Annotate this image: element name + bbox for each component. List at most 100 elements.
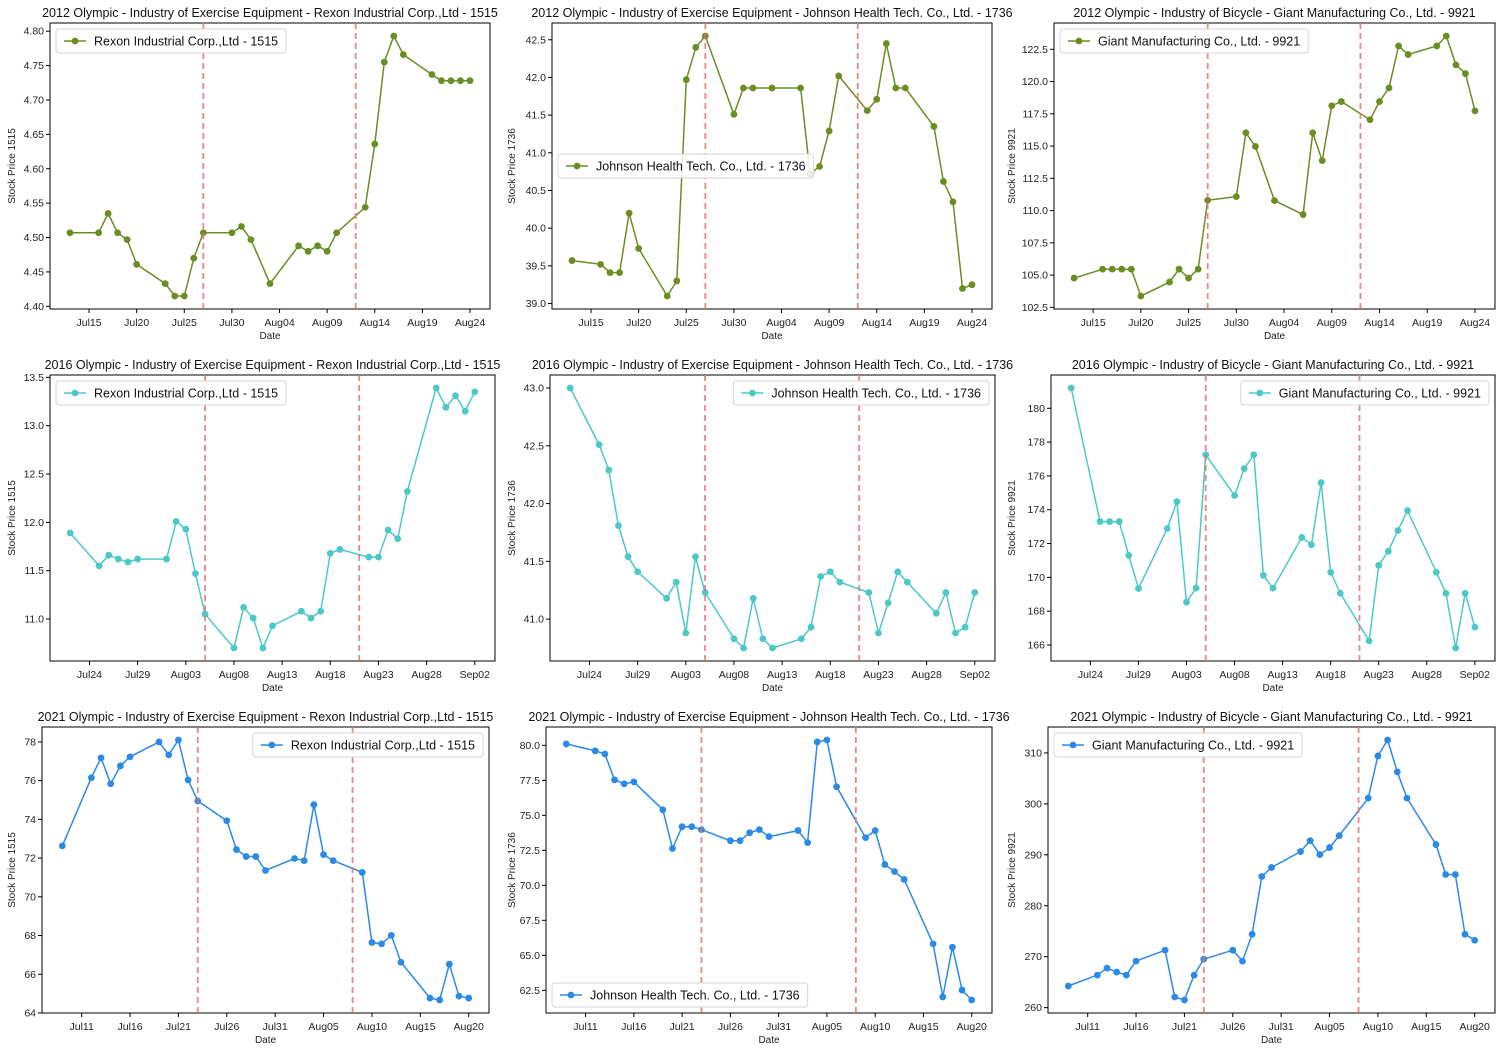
data-point: [958, 986, 966, 994]
data-point: [1093, 971, 1101, 979]
y-tick-label: 13.5: [24, 372, 45, 384]
data-point: [155, 738, 163, 746]
x-tick-label: Aug20: [957, 1021, 988, 1033]
y-tick-label: 4.80: [24, 26, 45, 38]
y-tick-label: 65.0: [520, 950, 541, 962]
data-point: [445, 960, 453, 968]
data-point: [165, 751, 173, 759]
data-point: [688, 823, 696, 831]
x-axis-label: Date: [259, 331, 281, 342]
data-point: [1113, 968, 1121, 976]
data-point: [1096, 518, 1104, 525]
x-tick-label: Jul25: [674, 317, 699, 329]
data-point: [826, 568, 834, 576]
x-tick-label: Aug24: [1460, 317, 1491, 329]
x-tick-label: Jul31: [766, 1021, 791, 1033]
data-point: [882, 40, 890, 47]
x-axis-label: Date: [758, 1035, 780, 1046]
legend-marker-swatch: [268, 741, 276, 749]
data-point: [1067, 384, 1075, 392]
legend-marker-swatch: [748, 389, 756, 397]
data-point: [365, 553, 373, 561]
data-point: [635, 245, 643, 252]
plot-area: [1053, 22, 1496, 310]
data-point: [87, 774, 95, 782]
x-tick-label: Jul21: [1172, 1021, 1197, 1033]
y-tick-label: 120.0: [1022, 76, 1048, 88]
y-axis-label: Stock Price 1515: [7, 480, 18, 556]
x-tick-label: Jul11: [573, 1021, 597, 1033]
subplot-2: 2012 Olympic - Industry of Exercise Equi…: [507, 6, 1013, 342]
data-point: [387, 931, 395, 939]
data-point: [182, 525, 190, 533]
x-tick-label: Jul31: [263, 1021, 288, 1033]
data-point: [1452, 644, 1459, 652]
data-point: [749, 84, 757, 92]
data-point: [1202, 451, 1210, 459]
y-tick-label: 260: [1024, 1002, 1042, 1014]
x-axis-label: Date: [1261, 1035, 1283, 1046]
data-point: [952, 629, 959, 637]
data-point: [320, 851, 327, 859]
y-axis-label: Stock Price 1736: [507, 480, 518, 556]
data-point: [1393, 768, 1401, 776]
data-point: [1106, 518, 1114, 525]
data-point: [891, 868, 898, 875]
data-point: [1240, 465, 1248, 473]
legend-label: Giant Manufacturing Co., Ltd. - 9921: [1279, 387, 1481, 401]
y-tick-label: 41.5: [526, 110, 547, 122]
data-point: [447, 77, 455, 85]
data-point: [1137, 292, 1145, 300]
legend: Giant Manufacturing Co., Ltd. - 9921: [1053, 732, 1303, 758]
x-tick-label: Aug15: [1411, 1021, 1442, 1033]
data-point: [307, 614, 315, 622]
data-point: [66, 529, 74, 537]
data-point: [66, 229, 74, 237]
series-line: [571, 34, 973, 298]
y-tick-label: 75.0: [520, 810, 541, 822]
data-point: [466, 77, 474, 85]
data-point: [134, 555, 142, 563]
legend-box: [1240, 380, 1490, 406]
x-axis-label: Date: [1262, 683, 1284, 694]
legend-box: [732, 380, 990, 406]
x-tick-label: Jul30: [721, 317, 746, 329]
data-point: [442, 403, 450, 411]
data-point: [1099, 265, 1107, 273]
legend-box: [551, 982, 809, 1008]
data-point: [862, 834, 869, 841]
y-tick-label: 62.5: [520, 985, 541, 997]
data-point: [58, 842, 66, 850]
subplot-4: 2016 Olympic - Industry of Exercise Equi…: [7, 358, 500, 694]
data-point: [932, 609, 940, 617]
legend: Giant Manufacturing Co., Ltd. - 9921: [1059, 28, 1309, 54]
y-tick-label: 112.5: [1023, 173, 1049, 185]
chart-title: 2021 Olympic - Industry of Exercise Equi…: [528, 710, 1009, 724]
data-point: [971, 589, 979, 596]
x-tick-label: Jul16: [1123, 1021, 1148, 1033]
data-point: [252, 853, 260, 860]
data-point: [823, 736, 831, 744]
x-tick-label: Aug23: [363, 669, 394, 681]
y-tick-label: 13.0: [24, 420, 45, 432]
data-point: [172, 517, 180, 525]
legend-label: Johnson Health Tech. Co., Ltd. - 1736: [771, 387, 981, 401]
data-point: [1309, 129, 1317, 137]
x-tick-label: Aug03: [171, 669, 202, 681]
data-point: [426, 994, 434, 1002]
data-point: [1365, 637, 1373, 645]
y-tick-label: 4.50: [24, 232, 45, 244]
x-tick-label: Aug18: [315, 669, 346, 681]
y-tick-label: 270: [1024, 951, 1042, 963]
y-axis-label: Stock Price 1515: [7, 832, 18, 908]
x-tick-label: Aug09: [1317, 317, 1348, 329]
data-point: [1461, 589, 1469, 597]
y-tick-label: 76: [24, 775, 36, 787]
y-tick-label: 11.0: [24, 614, 44, 626]
y-tick-label: 11.5: [24, 565, 44, 577]
legend-marker-swatch: [1256, 389, 1264, 397]
y-tick-label: 70.0: [520, 880, 541, 892]
data-point: [759, 635, 767, 643]
data-point: [1204, 196, 1212, 204]
plot-area: [49, 22, 491, 310]
